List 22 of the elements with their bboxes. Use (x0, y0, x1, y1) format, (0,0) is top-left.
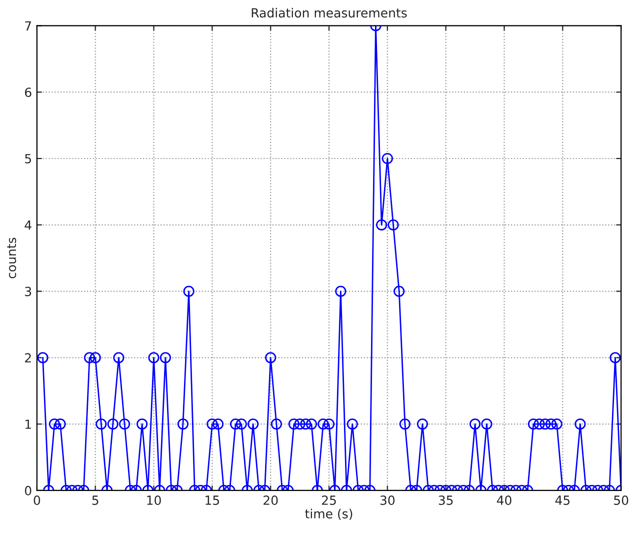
y-tick-label: 2 (25, 353, 31, 362)
x-tick-label: 40 (496, 496, 512, 505)
y-axis-title: counts (7, 238, 16, 278)
y-tick-label: 7 (25, 21, 32, 30)
x-tick-label: 10 (147, 496, 161, 505)
x-axis-title: time (s) (305, 508, 352, 520)
x-tick-label: 45 (555, 496, 570, 505)
y-tick-label: 6 (25, 88, 32, 98)
x-tick-label: 30 (380, 496, 395, 505)
x-tick-label: 20 (264, 496, 278, 505)
chart-title: Radiation measurements (252, 8, 407, 18)
y-tick-label: 0 (24, 486, 32, 496)
y-tick-label: 5 (25, 154, 31, 164)
y-tick-label: 3 (25, 286, 32, 296)
x-tick-label: 35 (438, 496, 453, 505)
x-tick-label: 0 (34, 496, 40, 505)
x-tick-label: 25 (322, 496, 336, 505)
y-tick-label: 4 (24, 220, 32, 230)
x-tick-label: 15 (206, 496, 220, 505)
y-tick-label: 1 (26, 420, 31, 429)
x-tick-label: 50 (614, 496, 628, 505)
x-tick-label: 5 (92, 496, 98, 505)
